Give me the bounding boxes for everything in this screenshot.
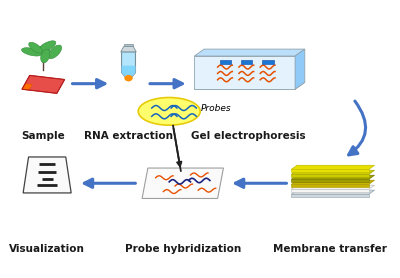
Polygon shape (23, 157, 71, 193)
Polygon shape (291, 189, 369, 192)
Ellipse shape (38, 41, 56, 52)
FancyBboxPatch shape (241, 60, 252, 64)
Ellipse shape (138, 98, 200, 125)
Text: Visualization: Visualization (9, 244, 85, 254)
Polygon shape (291, 165, 374, 169)
Polygon shape (22, 84, 32, 90)
Text: Membrane transfer: Membrane transfer (273, 244, 387, 254)
Polygon shape (291, 190, 374, 194)
Polygon shape (22, 75, 64, 93)
FancyBboxPatch shape (220, 60, 231, 64)
Polygon shape (194, 82, 305, 89)
Bar (124, 44, 133, 46)
Text: RNA extraction: RNA extraction (84, 131, 173, 141)
FancyBboxPatch shape (262, 60, 274, 64)
Polygon shape (122, 52, 136, 81)
Polygon shape (291, 169, 369, 172)
Ellipse shape (29, 42, 42, 53)
Text: Probe hybridization: Probe hybridization (125, 244, 241, 254)
Ellipse shape (41, 49, 50, 63)
Text: Gel electrophoresis: Gel electrophoresis (191, 131, 306, 141)
Polygon shape (194, 56, 295, 89)
Polygon shape (291, 175, 374, 179)
Polygon shape (291, 194, 369, 197)
Polygon shape (291, 174, 369, 177)
Polygon shape (291, 170, 374, 174)
Polygon shape (291, 185, 374, 189)
Text: Sample: Sample (22, 131, 65, 141)
Polygon shape (121, 46, 136, 52)
Polygon shape (291, 180, 374, 184)
Ellipse shape (22, 48, 42, 56)
Polygon shape (291, 179, 369, 182)
Polygon shape (142, 168, 224, 198)
Ellipse shape (29, 46, 50, 54)
Polygon shape (194, 49, 305, 56)
Polygon shape (122, 66, 136, 81)
Circle shape (125, 76, 132, 81)
Polygon shape (291, 184, 369, 187)
Polygon shape (295, 49, 305, 89)
Ellipse shape (48, 45, 62, 59)
Text: Probes: Probes (201, 104, 232, 113)
